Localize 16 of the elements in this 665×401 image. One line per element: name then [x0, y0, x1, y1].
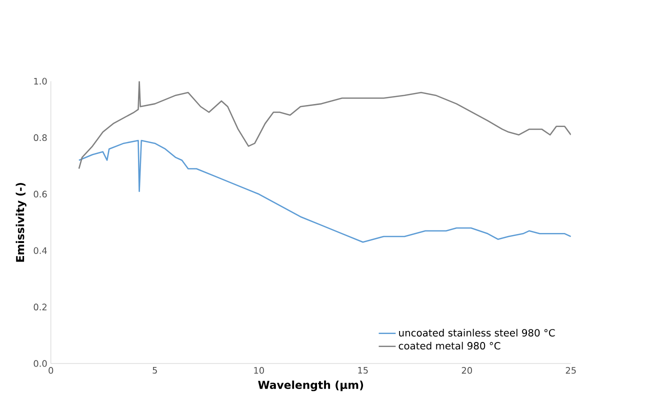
x-tick-label: 10	[254, 366, 264, 374]
x-tick-label: 20	[462, 366, 472, 374]
x-tick-label: 15	[358, 366, 368, 374]
y-axis-title: Emissivity (-)	[16, 182, 26, 262]
x-tick-label: 5	[152, 366, 157, 374]
y-tick-label: 0.6	[34, 190, 47, 198]
y-tick-label: 1.0	[34, 78, 47, 85]
x-axis-title: Wavelength (µm)	[258, 380, 364, 392]
legend-label: uncoated stainless steel 980 °C	[399, 328, 555, 336]
y-tick-label: 0.4	[34, 247, 47, 254]
x-tick-label: 25	[566, 366, 576, 374]
y-tick-label: 0.0	[34, 360, 47, 367]
x-tick-label: 0	[48, 366, 54, 374]
y-tick-label: 0.8	[34, 134, 47, 141]
legend-label: coated metal 980 °C	[398, 342, 500, 350]
y-tick-label: 0.2	[34, 304, 46, 310]
